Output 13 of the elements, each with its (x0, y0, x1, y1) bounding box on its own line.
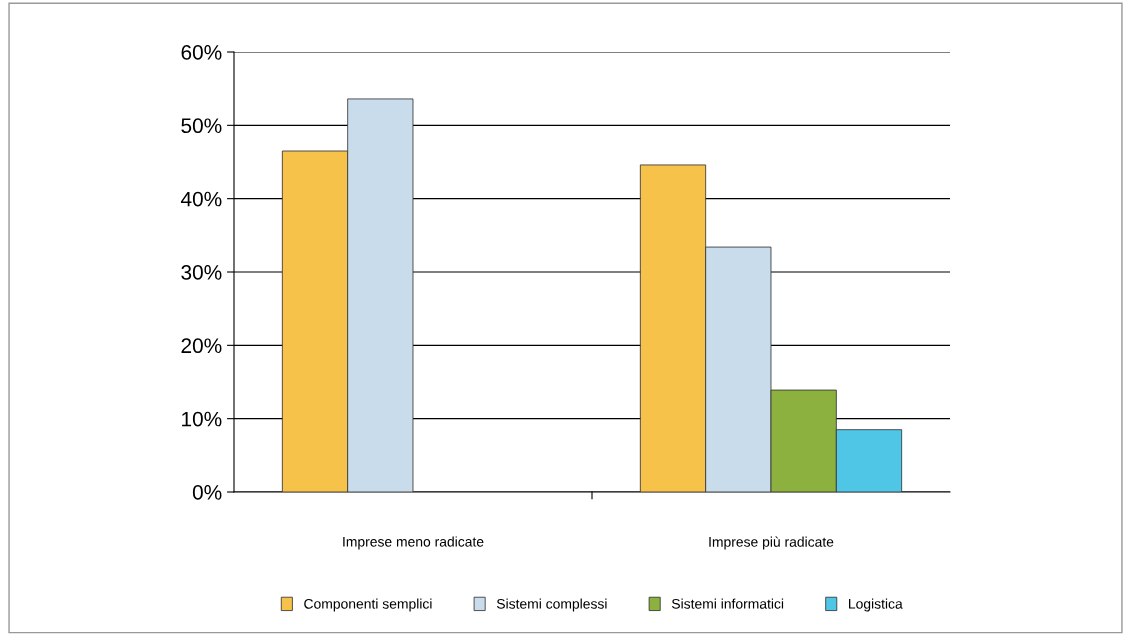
legend-label: Logistica (849, 598, 903, 612)
x-tick-label: Imprese meno radicate (343, 536, 484, 550)
x-tick-label: Imprese più radicate (709, 536, 834, 550)
legend-label: Componenti semplici (304, 598, 432, 612)
y-tick-label: 30% (181, 265, 222, 280)
y-tick-label: 50% (181, 118, 222, 134)
y-tick-label: 20% (181, 338, 222, 354)
y-tick-label: 60% (181, 45, 222, 60)
legend-label: Sistemi complessi (496, 598, 607, 612)
legend-label: Sistemi informatici (671, 598, 784, 609)
y-tick-label: 40% (180, 191, 222, 207)
y-tick-label: 10% (182, 411, 222, 427)
y-tick-label: 0% (192, 485, 222, 500)
